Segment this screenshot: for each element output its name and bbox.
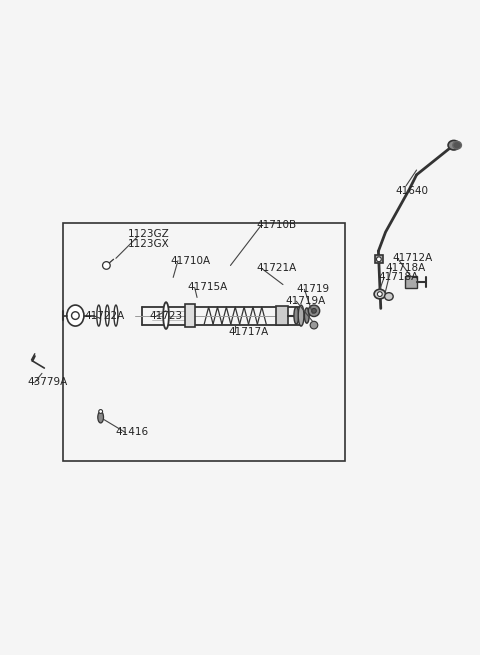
Circle shape xyxy=(310,322,318,329)
Ellipse shape xyxy=(448,140,459,150)
Text: 41710A: 41710A xyxy=(171,255,211,266)
Text: 1123GX: 1123GX xyxy=(128,239,169,249)
Text: 41718A: 41718A xyxy=(378,272,419,282)
Text: 41712A: 41712A xyxy=(393,253,433,263)
Bar xyxy=(405,276,417,288)
Text: 41416: 41416 xyxy=(116,428,149,438)
Ellipse shape xyxy=(374,290,385,299)
Bar xyxy=(276,306,288,325)
Ellipse shape xyxy=(163,302,169,329)
Text: 1123GZ: 1123GZ xyxy=(128,229,169,240)
Ellipse shape xyxy=(294,307,299,324)
Text: 41640: 41640 xyxy=(395,187,428,196)
Bar xyxy=(63,223,345,461)
Circle shape xyxy=(99,409,103,413)
Circle shape xyxy=(377,291,382,297)
Ellipse shape xyxy=(106,305,109,326)
Text: 41719A: 41719A xyxy=(285,296,325,307)
Ellipse shape xyxy=(67,305,84,326)
Ellipse shape xyxy=(98,411,104,423)
Ellipse shape xyxy=(453,141,461,149)
Text: 41719: 41719 xyxy=(296,284,329,294)
Text: 41721A: 41721A xyxy=(257,263,297,273)
Circle shape xyxy=(72,312,79,320)
Circle shape xyxy=(103,261,110,269)
Circle shape xyxy=(312,309,316,313)
Text: 41717A: 41717A xyxy=(228,328,268,337)
Circle shape xyxy=(376,257,381,261)
Text: 41722A: 41722A xyxy=(85,310,125,320)
Circle shape xyxy=(308,305,320,316)
Ellipse shape xyxy=(384,293,393,300)
Text: 41723: 41723 xyxy=(149,310,182,320)
Text: 41710B: 41710B xyxy=(257,220,297,230)
Text: 41715A: 41715A xyxy=(188,282,228,292)
Bar xyxy=(185,304,195,327)
Bar xyxy=(374,255,383,263)
Ellipse shape xyxy=(114,305,118,326)
Text: 41718A: 41718A xyxy=(385,263,426,273)
Ellipse shape xyxy=(298,305,304,326)
Text: 43779A: 43779A xyxy=(28,377,68,387)
Ellipse shape xyxy=(304,308,309,323)
Ellipse shape xyxy=(97,305,101,326)
